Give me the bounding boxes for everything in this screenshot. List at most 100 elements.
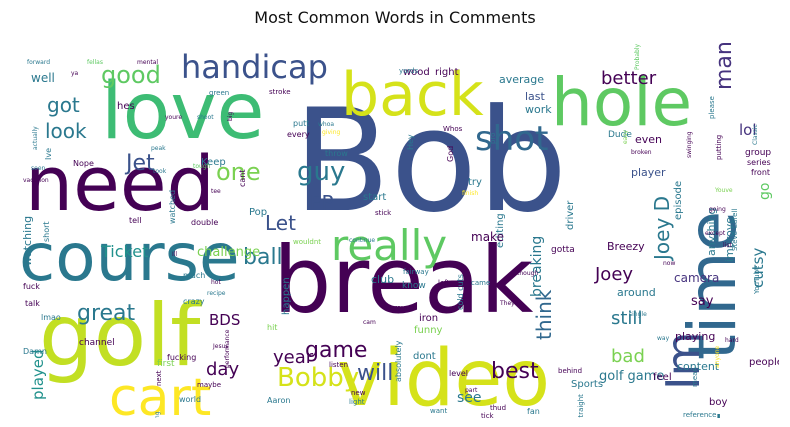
word-golf-game: golf game bbox=[599, 369, 664, 384]
word-golf: golf bbox=[39, 286, 202, 386]
word-yards: yards bbox=[399, 67, 419, 75]
word-youve: Youve bbox=[714, 187, 733, 194]
word-good: good bbox=[101, 61, 161, 89]
word-reference: reference bbox=[683, 411, 716, 418]
word-break: break bbox=[273, 227, 534, 334]
word-joey-d: Joey D bbox=[650, 196, 674, 262]
word-around: around bbox=[617, 286, 656, 299]
word-know: know bbox=[402, 281, 426, 291]
word-feel: feel bbox=[653, 372, 672, 383]
word-level: level bbox=[449, 369, 468, 378]
word-listen: listen bbox=[329, 361, 348, 369]
word-anyone: anyone bbox=[714, 345, 721, 368]
word-now: now bbox=[663, 260, 675, 267]
word-fp: FP bbox=[310, 191, 334, 215]
word-bob: Bob bbox=[293, 79, 567, 244]
word-need: need bbox=[25, 139, 215, 228]
word-putting: putting bbox=[715, 135, 723, 160]
word-one: one bbox=[216, 158, 261, 186]
word-episode: episode bbox=[673, 181, 684, 220]
word-iron: iron bbox=[419, 313, 438, 324]
word-want: want bbox=[430, 407, 447, 415]
word-try: try bbox=[468, 177, 482, 188]
word-joey: Joey bbox=[594, 264, 633, 285]
word-keep: Keep bbox=[201, 157, 226, 168]
word-tick: tick bbox=[481, 412, 495, 418]
word-best: best bbox=[491, 359, 539, 384]
word-series: series bbox=[747, 158, 771, 167]
word-whos: Whos bbox=[443, 125, 463, 133]
word-yall: yall bbox=[241, 417, 255, 418]
word-ive: Ive bbox=[44, 148, 53, 160]
word-light: light bbox=[349, 398, 365, 406]
word-right: right bbox=[435, 67, 459, 78]
word-course: course bbox=[19, 219, 240, 296]
word-seen: seen bbox=[31, 165, 46, 172]
word-part: part bbox=[465, 387, 478, 394]
word-still: still bbox=[611, 308, 642, 329]
word-handicap: handicap bbox=[181, 48, 328, 86]
word-driver: driver bbox=[565, 200, 576, 230]
word-fairway: fairway bbox=[403, 268, 429, 276]
word-damn: Damn bbox=[23, 347, 47, 356]
word-think: think bbox=[532, 289, 556, 340]
word-shot: shot bbox=[475, 119, 548, 159]
word-video: video bbox=[337, 334, 550, 418]
word-jet: Jet bbox=[124, 151, 155, 176]
word-except: except bbox=[705, 230, 726, 237]
word-day: day bbox=[206, 359, 239, 380]
word-breezy: Breezy bbox=[607, 240, 645, 253]
word-absolutely: absolutely bbox=[394, 340, 403, 382]
word-playing: playing bbox=[675, 330, 715, 343]
word-ticket: Ticket bbox=[100, 242, 148, 261]
word-fan: fan bbox=[527, 407, 540, 416]
word-really: really bbox=[331, 221, 447, 270]
word-new: new bbox=[351, 389, 366, 397]
word-next: next bbox=[155, 370, 163, 386]
word-green: green bbox=[209, 89, 229, 97]
word-better: better bbox=[601, 68, 657, 89]
word-every: every bbox=[287, 130, 310, 139]
word-jesus: Jesus bbox=[212, 343, 229, 350]
word-got: got bbox=[47, 93, 80, 117]
word-continue: continue bbox=[349, 237, 375, 244]
word-happen: happen bbox=[281, 277, 292, 315]
word-hard: hard bbox=[725, 337, 739, 344]
word-world: world bbox=[179, 395, 201, 404]
word-maybe: maybe bbox=[197, 381, 221, 389]
word-sports: Sports bbox=[571, 379, 603, 390]
word-tee: tee bbox=[211, 188, 221, 195]
word-start: start bbox=[363, 192, 386, 203]
word-tell: tell bbox=[129, 216, 142, 225]
word-forward: forward bbox=[27, 59, 50, 66]
word-please: please bbox=[708, 96, 716, 119]
word-see: see bbox=[457, 390, 482, 406]
word-dont: dont bbox=[413, 351, 436, 362]
word-crazy: crazy bbox=[183, 297, 205, 306]
word-even: even bbox=[635, 133, 662, 146]
word-whoa: whoa bbox=[318, 121, 334, 128]
word-people: people bbox=[749, 357, 779, 368]
word-putt: putt bbox=[293, 119, 309, 128]
word-cold-cuts: cold cuts bbox=[456, 274, 465, 310]
word-aaron: Aaron bbox=[267, 396, 290, 405]
word-mean: mean bbox=[691, 367, 699, 387]
word-theyve: Theyve bbox=[499, 300, 522, 307]
word-breaking: breaking bbox=[529, 236, 545, 297]
word-swinging: swinging bbox=[686, 131, 693, 158]
word-mental: mental bbox=[137, 59, 158, 66]
word-bds: BDS bbox=[209, 311, 240, 329]
word-cant: cant bbox=[238, 169, 247, 187]
word-fellas: fellas bbox=[87, 59, 103, 66]
word-vacation: vacation bbox=[23, 177, 49, 184]
word-fucking: fucking bbox=[167, 353, 196, 362]
word-back: back bbox=[341, 60, 484, 130]
word-bad: bad bbox=[611, 346, 645, 367]
word-cart: cart bbox=[109, 368, 211, 418]
word-going: going bbox=[709, 206, 726, 213]
word-editing: editing bbox=[495, 213, 506, 248]
word-performance: performance bbox=[224, 329, 231, 368]
word-came: came bbox=[471, 279, 490, 287]
word-look: look bbox=[45, 119, 87, 143]
